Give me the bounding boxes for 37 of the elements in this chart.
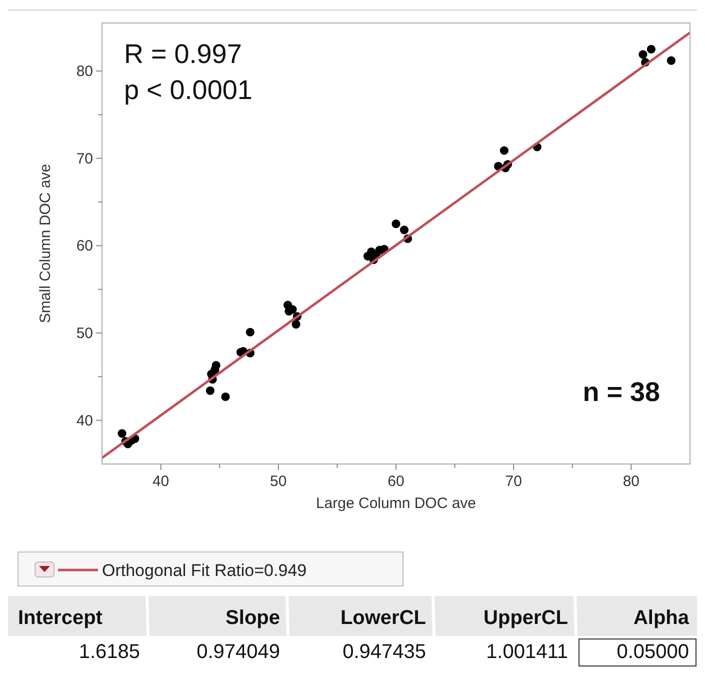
y-axis-title: Small Column DOC ave	[37, 164, 54, 324]
legend-label: Orthogonal Fit Ratio=0.949	[102, 561, 307, 580]
text: 0.05000	[616, 641, 689, 663]
point	[206, 386, 214, 395]
x-axis-title: Large Column DOC ave	[316, 495, 476, 512]
annotation: R = 0.997	[124, 39, 242, 69]
y-tick-label: 50	[76, 325, 93, 342]
y-tick-label: 60	[76, 238, 93, 255]
annotation: p < 0.0001	[124, 75, 252, 105]
annotation: n = 38	[582, 377, 660, 407]
text: 1.6185	[78, 641, 140, 663]
x-tick-label: 40	[152, 473, 170, 490]
point	[221, 392, 230, 402]
text: LowerCL	[340, 607, 426, 629]
x-tick-label: 70	[505, 473, 522, 490]
y-tick-label: 70	[76, 150, 93, 168]
text: Intercept	[18, 607, 103, 629]
x-tick-label: 80	[622, 473, 640, 490]
point	[500, 146, 508, 155]
point	[118, 429, 126, 438]
y-tick-label: 80	[76, 63, 93, 80]
point	[638, 50, 648, 59]
point	[392, 220, 400, 228]
text: Alpha	[633, 607, 690, 629]
x-tick-label: 50	[270, 473, 287, 490]
point	[246, 328, 254, 336]
point	[292, 320, 300, 329]
point	[666, 56, 676, 65]
point	[400, 226, 409, 234]
text: UpperCL	[484, 607, 568, 629]
text: 1.001411	[486, 641, 568, 663]
point	[646, 44, 656, 54]
y-tick-label: 40	[76, 412, 93, 430]
x-tick-label: 60	[388, 473, 404, 490]
text: Slope	[226, 607, 280, 629]
text: 0.974049	[196, 641, 280, 663]
text: 0.947435	[342, 641, 426, 663]
